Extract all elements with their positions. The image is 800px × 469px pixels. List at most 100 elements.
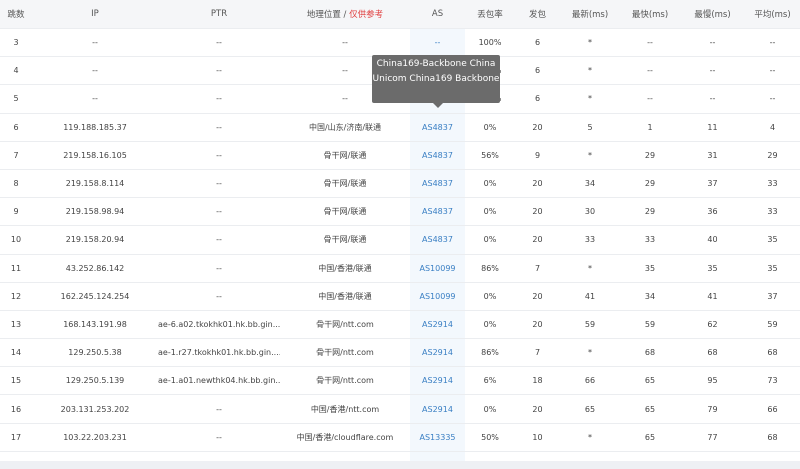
cell: 13 [0,309,32,339]
as-link[interactable]: AS4837 [422,122,453,132]
as-link[interactable]: AS2914 [422,319,453,329]
column-header: 地理位置 / 仅供参考 [280,0,410,29]
cell: 31 [680,140,745,170]
cell: -- [158,140,280,170]
cell: * [560,84,620,114]
as-cell: AS4837 [410,168,465,198]
as-link[interactable]: AS4837 [422,179,453,189]
cell: 20 [515,112,560,142]
cell: 68 [745,422,800,452]
cell: 骨干网/ntt.com [280,309,410,339]
cell: 50% [465,422,515,452]
cell: 6 [515,56,560,85]
as-link[interactable]: AS13335 [419,432,456,442]
cell: 68 [680,338,745,367]
cell: 59 [560,309,620,339]
as-cell: AS2914 [410,366,465,395]
hop-row: 13 168.143.191.98 ae-6.a02.tkokhk01.hk.bb.… [0,309,800,339]
cell: 11 [680,112,745,142]
cell: -- [620,84,680,114]
cell: 35 [745,225,800,254]
cell: 33 [560,225,620,254]
cell: -- [680,56,745,85]
cell: * [560,27,620,57]
column-header: 发包 [515,0,560,29]
cell: -- [620,27,680,57]
cell: 56% [465,140,515,170]
as-cell: -- [410,27,465,57]
cell: 骨干网/ntt.com [280,366,410,395]
cell: 34 [620,281,680,311]
as-link: -- [434,38,441,48]
as-cell: AS10099 [410,281,465,311]
cell: -- [158,84,280,114]
cell: 219.158.16.105 [32,140,158,170]
cell: 7 [0,140,32,170]
cell: -- [680,84,745,114]
header-text: 地理位置 / [306,10,350,20]
cell: * [560,140,620,170]
cell: 35 [620,253,680,283]
cell: 8 [0,168,32,198]
cell: 78 [680,450,745,461]
as-link[interactable]: AS4837 [422,207,453,217]
cell: ae-1.a01.newthk04.hk.bb.gin.... [158,366,280,395]
cell: 14 [0,338,32,367]
cell: 0% [465,197,515,226]
cell: 64 [560,450,620,461]
cell: -- [32,56,158,85]
cell: 68 [620,338,680,367]
cell: 6 [0,112,32,142]
cell: 7 [515,253,560,283]
cell: -- [158,225,280,254]
cell: 68 [745,338,800,367]
cell: -- [158,394,280,424]
cell: 9 [515,140,560,170]
as-link[interactable]: AS10099 [419,263,456,273]
cell: 33 [620,225,680,254]
cell: Anycast/cloudflare.com [280,450,410,461]
cell: 中国/山东/济南/联通 [280,112,410,142]
cell: 1 [620,112,680,142]
cell: 29 [745,140,800,170]
as-link[interactable]: AS2914 [422,376,453,386]
cell: 65 [745,450,800,461]
as-link[interactable]: AS2914 [422,348,453,358]
cell: 骨干网/联通 [280,140,410,170]
cell: * [560,422,620,452]
cell: 12 [0,281,32,311]
cell: 18 [515,366,560,395]
cell: 66 [745,394,800,424]
as-link[interactable]: AS2914 [422,404,453,414]
cell: 17 [0,422,32,452]
cell: 65 [560,394,620,424]
cell: 95 [680,366,745,395]
cell: 219.158.98.94 [32,197,158,226]
cell: 79 [680,394,745,424]
cell: -- [32,27,158,57]
cell: -- [745,84,800,114]
column-header: 丢包率 [465,0,515,29]
cell: -- [158,450,280,461]
cell: -- [158,168,280,198]
as-link[interactable]: AS4837 [422,150,453,160]
as-cell: AS4837 [410,112,465,142]
cell: 18 [515,450,560,461]
column-header: 最快(ms) [620,0,680,29]
cell: 0% [465,225,515,254]
cell: 10 [515,422,560,452]
as-cell: AS10099 [410,253,465,283]
cell: 62 [680,309,745,339]
cell: 59 [620,309,680,339]
cell: 20 [515,394,560,424]
as-cell: AS13335 [410,422,465,452]
as-link[interactable]: AS4837 [422,235,453,245]
hop-row: 18162.159.128.50--Anycast/cloudflare.com… [0,450,800,461]
as-link[interactable]: AS10099 [419,291,456,301]
cell: 65 [620,366,680,395]
cell: -- [158,197,280,226]
cell: 29 [620,140,680,170]
